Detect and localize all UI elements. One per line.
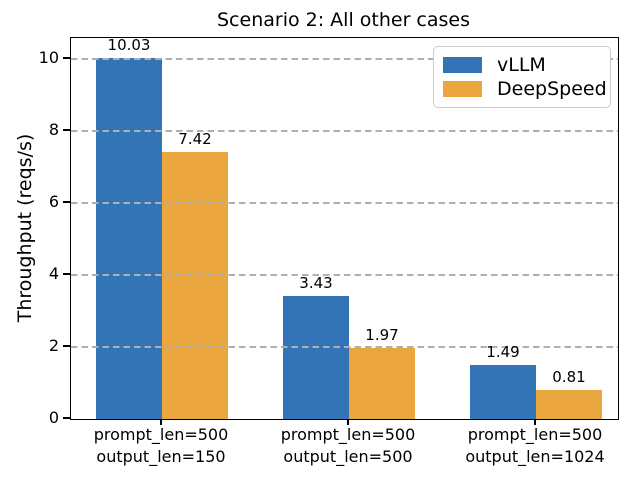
gridline-y2 — [71, 346, 618, 348]
plot-area: 10.03 3.43 1.49 7.42 1.97 0.81 — [70, 36, 619, 420]
legend: vLLM DeepSpeed — [433, 46, 611, 108]
y-tick-label-10: 10 — [38, 48, 59, 67]
y-tick-label-8: 8 — [48, 120, 59, 139]
legend-item-deepspeed: DeepSpeed — [443, 78, 607, 100]
x-tick-2 — [347, 419, 349, 425]
y-tick-4 — [63, 273, 70, 275]
bar-value-vllm-group2: 3.43 — [299, 274, 333, 292]
bar-deepspeed-group2 — [349, 348, 415, 419]
x-tick-1 — [160, 419, 162, 425]
bar-value-deepspeed-group1: 7.42 — [178, 130, 212, 148]
y-tick-6 — [63, 201, 70, 203]
bar-deepspeed-group1 — [162, 152, 228, 419]
gridline-y8 — [71, 130, 618, 132]
bar-vllm-group2 — [283, 296, 349, 419]
bar-deepspeed-group3 — [536, 390, 602, 419]
y-tick-label-6: 6 — [48, 192, 59, 211]
gridline-y6 — [71, 202, 618, 204]
gridline-y4 — [71, 274, 618, 276]
legend-item-vllm: vLLM — [443, 54, 601, 76]
x-tick-label-1: prompt_len=500 output_len=150 — [93, 425, 229, 466]
chart-title: Scenario 2: All other cases — [217, 9, 470, 31]
y-tick-0 — [63, 417, 70, 419]
x-tick-label-3: prompt_len=500 output_len=1024 — [465, 425, 605, 466]
legend-swatch-icon — [443, 81, 482, 98]
bar-vllm-group1 — [96, 58, 162, 419]
x-tick-label-2: prompt_len=500 output_len=500 — [280, 425, 416, 466]
y-tick-2 — [63, 345, 70, 347]
legend-label: vLLM — [497, 53, 546, 76]
x-tick-3 — [534, 419, 536, 425]
bar-value-vllm-group1: 10.03 — [107, 36, 151, 54]
y-axis-label: Throughput (reqs/s) — [14, 133, 36, 323]
bar-vllm-group3 — [470, 365, 536, 419]
bar-value-deepspeed-group3: 0.81 — [552, 368, 586, 386]
legend-swatch-icon — [443, 56, 482, 73]
legend-label: DeepSpeed — [497, 78, 607, 101]
bar-value-deepspeed-group2: 1.97 — [365, 326, 399, 344]
y-tick-8 — [63, 129, 70, 131]
y-tick-label-4: 4 — [48, 264, 59, 283]
y-tick-10 — [63, 57, 70, 59]
y-tick-label-2: 2 — [48, 336, 59, 355]
bar-value-vllm-group3: 1.49 — [486, 343, 520, 361]
gridline-y10 — [71, 58, 618, 60]
y-tick-label-0: 0 — [48, 408, 59, 427]
